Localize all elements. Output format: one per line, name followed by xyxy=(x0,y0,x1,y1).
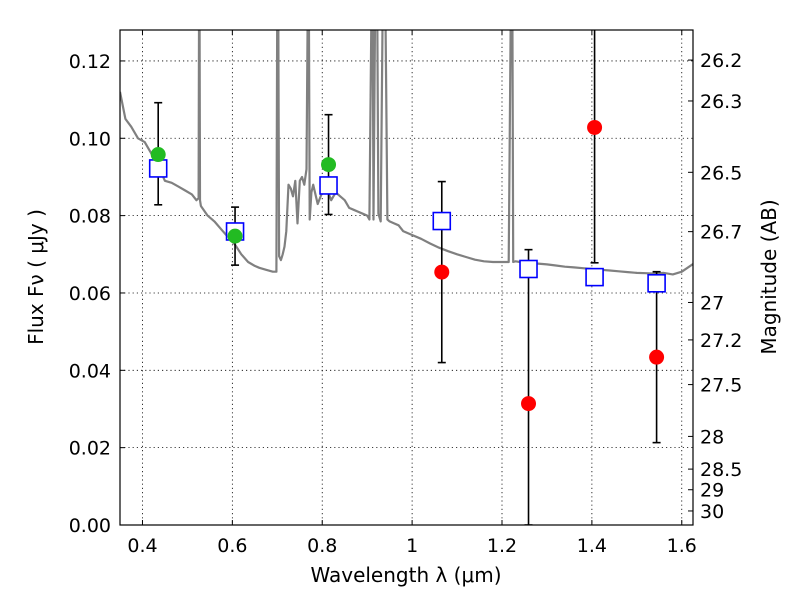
mag-tick-label: 26.7 xyxy=(700,222,742,244)
model-spectrum-line xyxy=(120,30,693,276)
y-tick-label: 0.08 xyxy=(69,206,111,228)
ticks: 0.4 0.6 0.8 1 1.2 1.4 1.6 0.00 0.02 0.04 0.06 0.08 0… xyxy=(69,30,742,557)
model-square-marker xyxy=(148,159,168,178)
red-data-point xyxy=(521,396,537,412)
red-data-point xyxy=(649,349,665,365)
y-tick-label: 0.04 xyxy=(69,360,111,382)
plot-area xyxy=(120,30,693,525)
mag-tick-label: 27.5 xyxy=(700,375,742,397)
mag-tick-label: 27.2 xyxy=(700,330,742,352)
mag-tick-label: 28.5 xyxy=(700,459,742,481)
model-square-marker xyxy=(585,267,604,287)
mag-tick-label: 30 xyxy=(700,501,724,523)
y-tick-label: 0.12 xyxy=(69,51,111,73)
green-data-point xyxy=(321,157,337,173)
y-tick-label: 0.02 xyxy=(69,438,111,460)
markers xyxy=(148,119,666,412)
y-tick-label: 0.10 xyxy=(69,128,111,150)
x-tick-label: 0.4 xyxy=(127,535,157,557)
red-data-point xyxy=(587,119,603,135)
axes-frame xyxy=(119,29,694,526)
x-axis-title: Wavelength λ (μm) xyxy=(310,563,501,587)
x-tick-label: 1.6 xyxy=(667,535,697,557)
mag-tick-label: 26.2 xyxy=(700,50,742,72)
x-tick-label: 0.8 xyxy=(307,535,337,557)
green-data-point xyxy=(227,228,243,244)
y2-axis-title: Magnitude (AB) xyxy=(757,199,781,354)
model-square-marker xyxy=(319,176,338,195)
x-tick-label: 1 xyxy=(406,535,418,557)
model-spectrum xyxy=(120,30,693,276)
mag-tick-label: 27 xyxy=(700,292,724,314)
grid xyxy=(120,30,693,526)
x-tick-label: 0.6 xyxy=(217,535,247,557)
model-square-marker xyxy=(432,211,452,231)
y-tick-label: 0.00 xyxy=(69,515,111,537)
y-tick-label: 0.06 xyxy=(69,283,111,305)
green-data-point xyxy=(150,147,166,163)
mag-tick-label: 28 xyxy=(700,426,724,448)
model-square-marker xyxy=(647,274,666,293)
mag-tick-label: 26.5 xyxy=(700,162,742,184)
x-tick-label: 1.2 xyxy=(487,535,517,557)
red-data-point xyxy=(434,264,450,280)
x-tick-label: 1.4 xyxy=(577,535,607,557)
model-square-marker xyxy=(519,259,538,279)
error-bars xyxy=(154,30,661,525)
y-axis-title: Flux Fν ( μJy ) xyxy=(24,209,48,345)
mag-tick-label: 29 xyxy=(700,480,724,502)
mag-tick-label: 26.3 xyxy=(700,91,742,113)
